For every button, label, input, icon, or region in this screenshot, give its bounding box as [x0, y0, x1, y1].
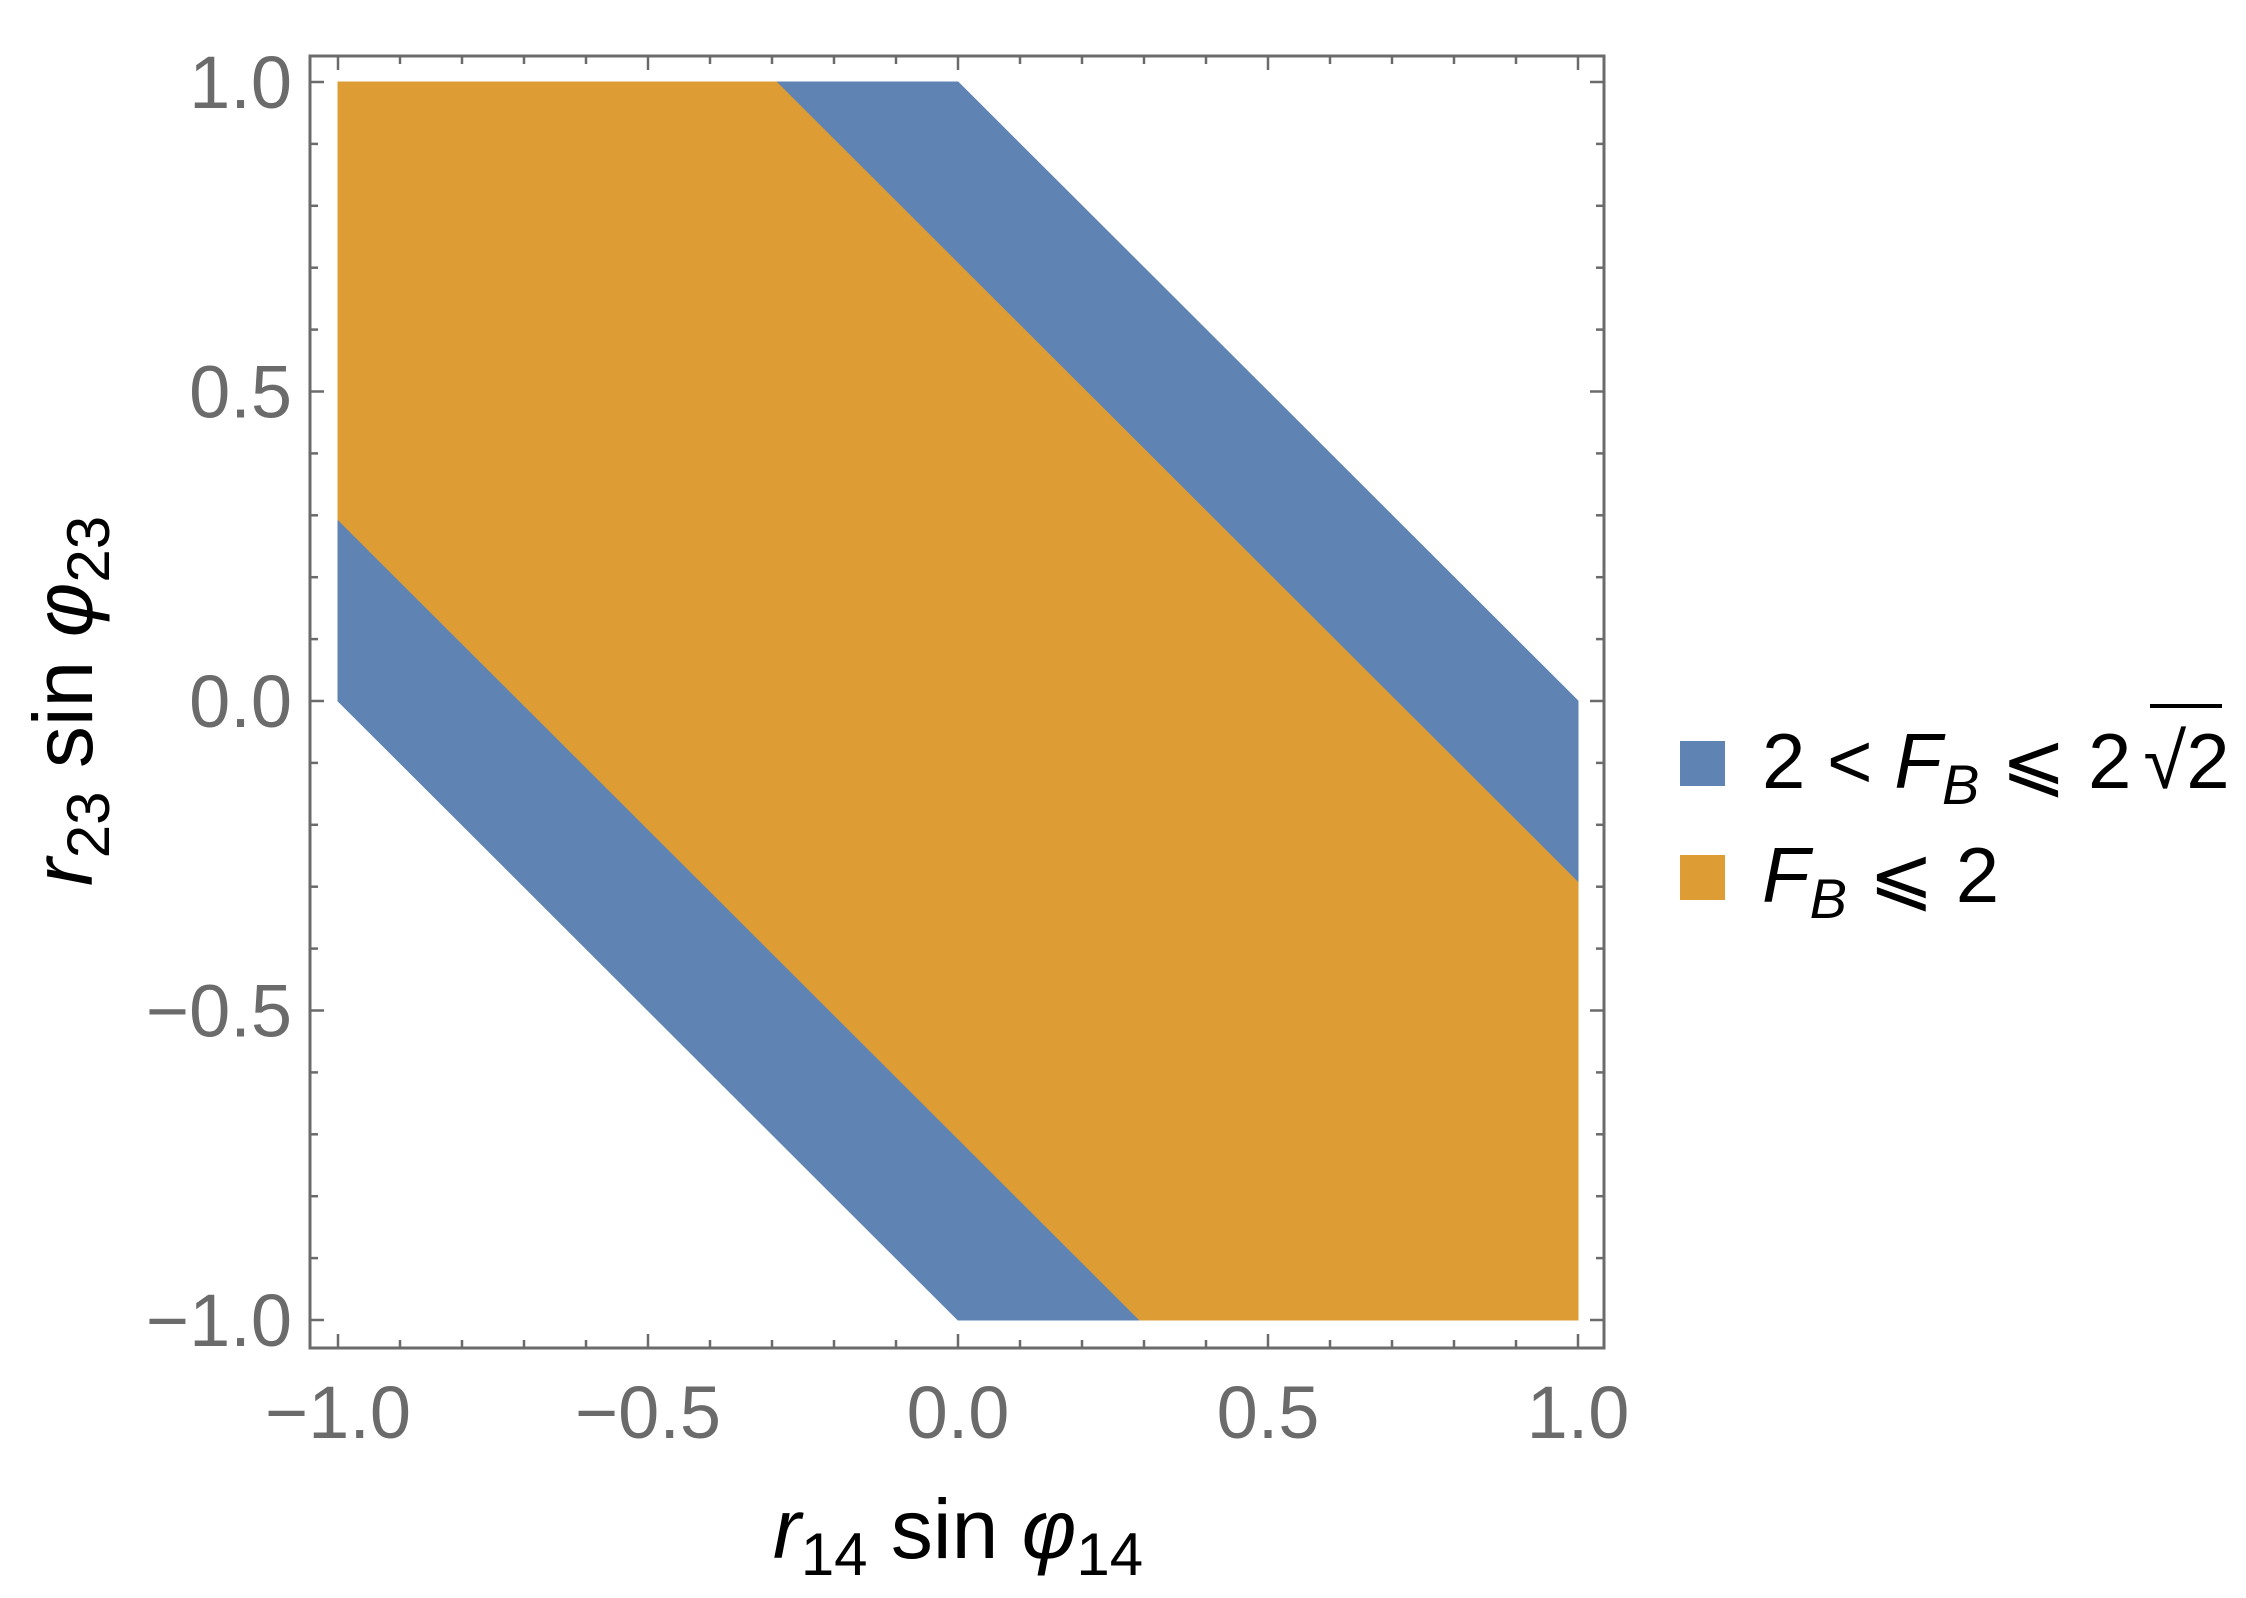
tick-labels-layer: −1.0 −0.5 0.0 0.5 1.0 −1.0 −0.5 0.0 0.5 1.0	[146, 41, 1630, 1454]
x-tick-label: −1.0	[265, 1371, 411, 1454]
y-tick-label: 1.0	[189, 41, 292, 124]
legend-swatch-blue	[1680, 741, 1725, 786]
legend-swatch-orange	[1680, 855, 1725, 900]
legend-label-bell-violation: 2 < FB ⩽ 2 √2	[1762, 717, 2230, 816]
x-tick-label: 1.0	[1527, 1371, 1630, 1454]
ticks-layer	[310, 56, 1604, 1348]
y-tick-label: 0.0	[189, 660, 292, 743]
sqrt-radicand: 2	[2186, 717, 2229, 805]
y-axis-label: r23 sin φ23	[16, 516, 122, 886]
legend-entry-local: FB ⩽ 2	[1680, 831, 1999, 930]
legend: 2 < FB ⩽ 2 √2 FB ⩽ 2	[1680, 704, 2230, 930]
x-axis-label: r14 sin φ14	[773, 1482, 1143, 1588]
region-1-polygon-0	[337, 81, 1579, 1321]
sqrt-sign: √	[2143, 717, 2186, 805]
regions-layer	[337, 81, 1579, 1321]
x-tick-label: 0.0	[907, 1371, 1010, 1454]
x-tick-label: −0.5	[575, 1371, 721, 1454]
y-tick-label: −0.5	[146, 970, 292, 1053]
y-tick-label: 0.5	[189, 351, 292, 434]
y-tick-label: −1.0	[146, 1279, 292, 1362]
legend-entry-bell-violation: 2 < FB ⩽ 2 √2	[1680, 704, 2230, 816]
x-tick-label: 0.5	[1217, 1371, 1320, 1454]
legend-label-local: FB ⩽ 2	[1762, 831, 1999, 930]
